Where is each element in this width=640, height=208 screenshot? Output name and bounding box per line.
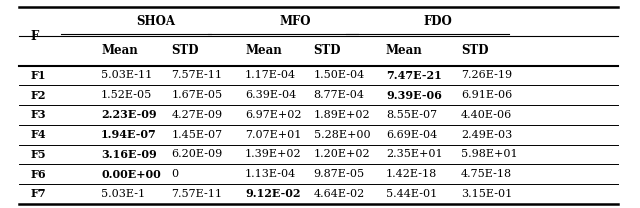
Text: F1: F1 [31, 70, 46, 81]
Text: 5.03E-1: 5.03E-1 [101, 189, 145, 199]
Text: 7.47E-21: 7.47E-21 [386, 70, 442, 81]
Text: 7.26E-19: 7.26E-19 [461, 70, 512, 80]
Text: 2.35E+01: 2.35E+01 [386, 149, 442, 160]
Text: FDO: FDO [424, 15, 452, 28]
Text: 4.40E-06: 4.40E-06 [461, 110, 512, 120]
Text: 1.89E+02: 1.89E+02 [314, 110, 370, 120]
Text: 2.49E-03: 2.49E-03 [461, 130, 512, 140]
Text: STD: STD [314, 45, 341, 57]
Text: 1.13E-04: 1.13E-04 [245, 169, 296, 179]
Text: F5: F5 [31, 149, 46, 160]
Text: 0.00E+00: 0.00E+00 [101, 169, 161, 180]
Text: 6.69E-04: 6.69E-04 [386, 130, 437, 140]
Text: F6: F6 [31, 169, 46, 180]
Text: 1.42E-18: 1.42E-18 [386, 169, 437, 179]
Text: 4.75E-18: 4.75E-18 [461, 169, 512, 179]
Text: Mean: Mean [101, 45, 138, 57]
Text: 6.97E+02: 6.97E+02 [245, 110, 301, 120]
Text: 8.55E-07: 8.55E-07 [386, 110, 437, 120]
Text: 4.27E-09: 4.27E-09 [172, 110, 223, 120]
Text: MFO: MFO [280, 15, 311, 28]
Text: 0: 0 [172, 169, 179, 179]
Text: 1.17E-04: 1.17E-04 [245, 70, 296, 80]
Text: 6.20E-09: 6.20E-09 [172, 149, 223, 160]
Text: 8.77E-04: 8.77E-04 [314, 90, 365, 100]
Text: F: F [31, 30, 39, 43]
Text: 9.39E-06: 9.39E-06 [386, 90, 442, 101]
Text: 7.07E+01: 7.07E+01 [245, 130, 301, 140]
Text: 4.64E-02: 4.64E-02 [314, 189, 365, 199]
Text: 2.23E-09: 2.23E-09 [101, 109, 157, 120]
Text: STD: STD [461, 45, 488, 57]
Text: F2: F2 [31, 90, 46, 101]
Text: 1.94E-07: 1.94E-07 [101, 129, 157, 140]
Text: 1.50E-04: 1.50E-04 [314, 70, 365, 80]
Text: 3.16E-09: 3.16E-09 [101, 149, 157, 160]
Text: Mean: Mean [386, 45, 422, 57]
Text: STD: STD [172, 45, 199, 57]
Text: 5.28E+00: 5.28E+00 [314, 130, 370, 140]
Text: 5.98E+01: 5.98E+01 [461, 149, 517, 160]
Text: Mean: Mean [245, 45, 282, 57]
Text: F3: F3 [31, 109, 46, 120]
Text: 9.87E-05: 9.87E-05 [314, 169, 365, 179]
Text: 1.20E+02: 1.20E+02 [314, 149, 370, 160]
Text: F7: F7 [31, 188, 46, 199]
Text: 7.57E-11: 7.57E-11 [172, 70, 223, 80]
Text: 5.44E-01: 5.44E-01 [386, 189, 437, 199]
Text: 9.12E-02: 9.12E-02 [245, 188, 301, 199]
Text: 7.57E-11: 7.57E-11 [172, 189, 223, 199]
Text: 1.45E-07: 1.45E-07 [172, 130, 223, 140]
Text: 1.39E+02: 1.39E+02 [245, 149, 301, 160]
Text: 1.52E-05: 1.52E-05 [101, 90, 152, 100]
Text: 3.15E-01: 3.15E-01 [461, 189, 512, 199]
Text: 5.03E-11: 5.03E-11 [101, 70, 152, 80]
Text: 1.67E-05: 1.67E-05 [172, 90, 223, 100]
Text: 6.39E-04: 6.39E-04 [245, 90, 296, 100]
Text: F4: F4 [31, 129, 46, 140]
Text: SHOA: SHOA [136, 15, 175, 28]
Text: 6.91E-06: 6.91E-06 [461, 90, 512, 100]
